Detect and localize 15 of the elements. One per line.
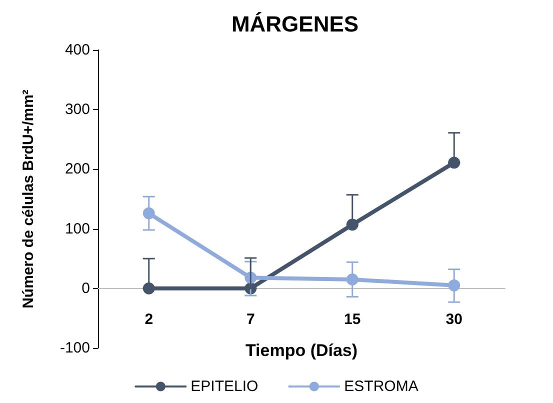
y-tick-label: -100 [60, 340, 90, 356]
x-tick-label: 30 [446, 311, 462, 328]
y-tick-label: 100 [64, 220, 90, 238]
legend-label: EPITELIO [190, 378, 258, 395]
x-tick-label: 15 [344, 311, 361, 328]
x-tick-label: 7 [246, 311, 255, 328]
y-tick-label: 200 [64, 160, 90, 178]
x-axis-title: Tiempo (Días) [245, 341, 358, 360]
chart-title: MÁRGENES [231, 12, 359, 36]
y-tick-label: 400 [64, 42, 90, 58]
x-tick-label: 2 [144, 311, 154, 328]
y-tick-label: 300 [64, 101, 90, 118]
y-tick-label: 0 [82, 280, 90, 297]
legend-label: ESTROMA [344, 378, 418, 395]
y-axis-title: Número de células BrdU+/mm² [20, 90, 37, 308]
